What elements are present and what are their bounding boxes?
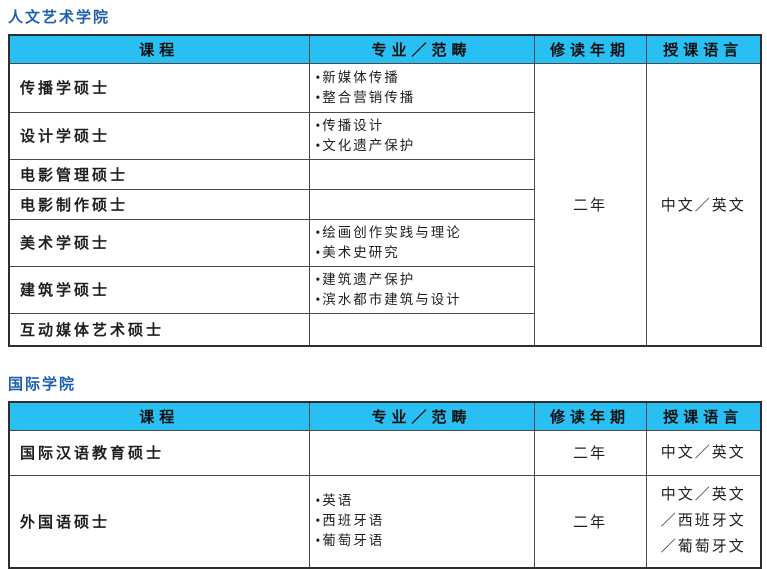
course-cell: 美术学硕士 [8, 218, 310, 267]
column-header-course: 课程 [8, 34, 310, 64]
specialty-cell [308, 312, 535, 347]
course-cell: 传播学硕士 [8, 62, 310, 113]
course-cell: 电影制作硕士 [8, 188, 310, 220]
column-header-duration: 修读年期 [533, 34, 647, 64]
specialty-cell: •建筑遗产保护 •滨水都市建筑与设计 [308, 265, 535, 314]
specialty-item: •传播设计 [315, 117, 385, 133]
language-line: ／葡萄牙文 [660, 539, 746, 556]
specialty-cell: •新媒体传播 •整合营销传播 [308, 62, 535, 113]
duration-cell: 二年 [533, 429, 647, 476]
column-header-specialty: 专业／范畴 [308, 34, 535, 64]
specialty-item: •整合营销传播 [315, 89, 416, 105]
specialty-item: •滨水都市建筑与设计 [315, 291, 462, 307]
table-row: 国际汉语教育硕士 二年 中文／英文 [8, 429, 762, 476]
table-row: 设计学硕士 •传播设计 •文化遗产保护 [8, 111, 761, 160]
column-header-language: 授课语言 [645, 401, 762, 431]
specialty-item: •西班牙语 [315, 513, 385, 529]
humanities-arts-table: 课程 专业／范畴 修读年期 授课语言 传播学硕士 •新媒体传播 •整合营销传播 … [8, 34, 762, 347]
language-line: 中文／英文 [660, 487, 746, 504]
table-row: 美术学硕士 •绘画创作实践与理论 •美术史研究 [8, 218, 761, 267]
table-row: 电影管理硕士 [8, 158, 761, 190]
course-cell: 互动媒体艺术硕士 [8, 312, 310, 347]
specialty-item: •建筑遗产保护 [315, 271, 416, 287]
table-row: 电影制作硕士 [8, 188, 761, 220]
column-header-course: 课程 [8, 401, 310, 431]
language-line: 中文／英文 [660, 444, 746, 461]
table-row: 外国语硕士 •英语 •西班牙语 •葡萄牙语 二年 中文／英文 ／西班牙文 ／葡萄… [8, 474, 762, 569]
specialty-cell: •传播设计 •文化遗产保护 [308, 111, 535, 160]
specialty-item: •文化遗产保护 [315, 137, 416, 153]
language-lines-block: 中文／英文 ／西班牙文 ／葡萄牙文 [661, 482, 746, 560]
course-cell: 设计学硕士 [8, 111, 310, 160]
table-row: 传播学硕士 •新媒体传播 •整合营销传播 二年 中文／英文 [8, 62, 762, 347]
international-table: 课程 专业／范畴 修读年期 授课语言 国际汉语教育硕士 二年 中文／英文 外国语… [8, 401, 762, 569]
specialty-cell [308, 429, 535, 476]
specialty-item: •美术史研究 [315, 244, 400, 260]
course-cell: 电影管理硕士 [8, 158, 310, 190]
course-cell: 外国语硕士 [8, 474, 310, 569]
specialty-item: •新媒体传播 [315, 69, 400, 85]
course-cell: 国际汉语教育硕士 [8, 429, 310, 476]
specialty-cell: •英语 •西班牙语 •葡萄牙语 [308, 474, 535, 569]
section-title-international: 国际学院 [8, 377, 77, 393]
specialty-item: •绘画创作实践与理论 [315, 224, 462, 240]
column-header-specialty: 专业／范畴 [308, 401, 535, 431]
section-title-humanities-arts: 人文艺术学院 [8, 10, 111, 26]
specialty-cell [308, 188, 535, 220]
language-cell-merged: 中文／英文 [645, 62, 762, 347]
specialty-cell: •绘画创作实践与理论 •美术史研究 [308, 218, 535, 267]
table-row: 建筑学硕士 •建筑遗产保护 •滨水都市建筑与设计 [8, 265, 761, 314]
header-row: 课程 专业／范畴 修读年期 授课语言 [8, 34, 762, 64]
duration-cell-merged: 二年 [533, 62, 647, 347]
language-cell: 中文／英文 [645, 429, 762, 476]
table-row: 互动媒体艺术硕士 [8, 312, 761, 347]
specialty-item: •葡萄牙语 [315, 533, 385, 549]
column-header-duration: 修读年期 [533, 401, 647, 431]
specialty-cell [308, 158, 535, 190]
specialty-item: •英语 [315, 493, 354, 509]
language-cell: 中文／英文 ／西班牙文 ／葡萄牙文 [645, 474, 762, 569]
language-line: ／西班牙文 [660, 513, 746, 530]
course-cell: 建筑学硕士 [8, 265, 310, 314]
column-header-language: 授课语言 [645, 34, 762, 64]
duration-cell: 二年 [533, 474, 647, 569]
header-row: 课程 专业／范畴 修读年期 授课语言 [8, 401, 762, 431]
